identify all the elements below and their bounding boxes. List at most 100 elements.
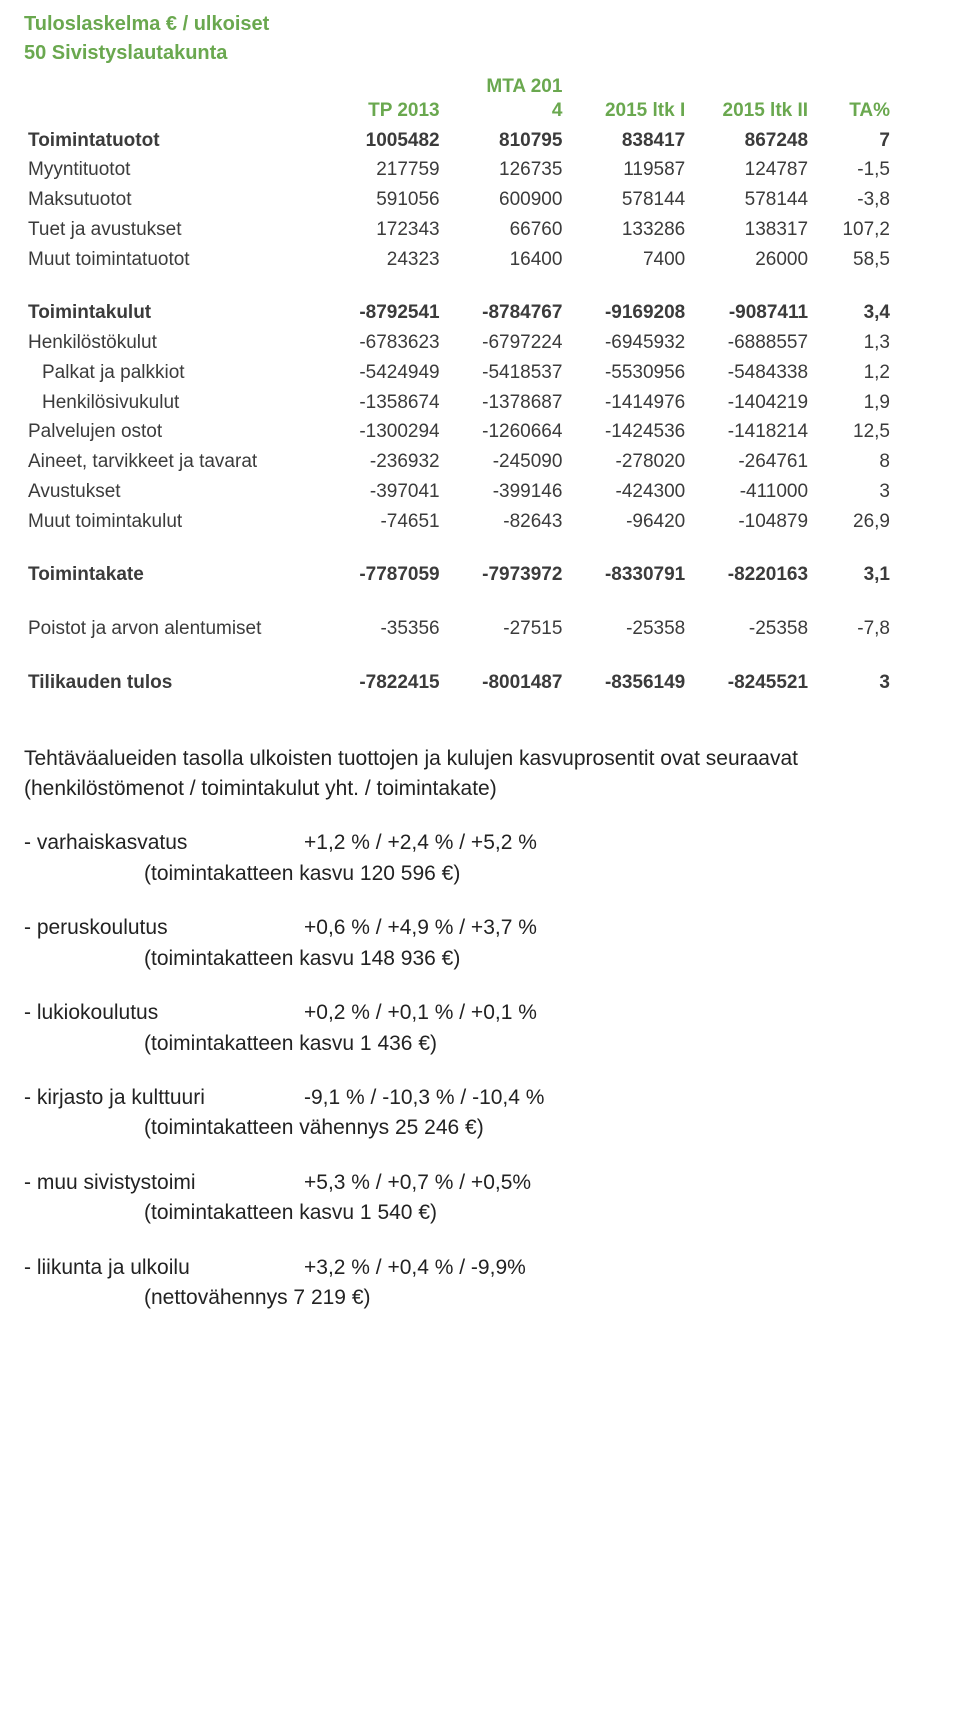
cell-value: -96420 — [566, 507, 689, 537]
cell-value: 217759 — [321, 155, 444, 185]
cell-value: -1358674 — [321, 388, 444, 418]
cell-value: 591056 — [321, 185, 444, 215]
cell-value: -7822415 — [321, 668, 444, 698]
cell-value: 26,9 — [812, 507, 894, 537]
cell-value: -6797224 — [444, 328, 567, 358]
cell-value: -1300294 — [321, 417, 444, 447]
cell-value: 24323 — [321, 245, 444, 275]
item-percentages: -9,1 % / -10,3 % / -10,4 % — [304, 1083, 544, 1113]
cell-value: -5530956 — [566, 358, 689, 388]
cell-value: -264761 — [689, 447, 812, 477]
cell-value: -35356 — [321, 614, 444, 644]
cell-value: 600900 — [444, 185, 567, 215]
item-name: - varhaiskasvatus — [24, 828, 304, 858]
row-label: Tilikauden tulos — [24, 668, 321, 698]
cell-value: -8001487 — [444, 668, 567, 698]
table-row: Maksutuotot591056600900578144578144-3,8 — [24, 185, 894, 215]
table-row: Avustukset-397041-399146-424300-4110003 — [24, 477, 894, 507]
cell-value: 7 — [812, 126, 894, 156]
item-note: (toimintakatteen kasvu 1 436 €) — [24, 1029, 934, 1059]
prose-item: - peruskoulutus+0,6 % / +4,9 % / +3,7 %(… — [24, 913, 934, 974]
table-row: Toimintakulut-8792541-8784767-9169208-90… — [24, 298, 894, 328]
cell-value: -5418537 — [444, 358, 567, 388]
item-note: (toimintakatteen kasvu 148 936 €) — [24, 944, 934, 974]
cell-value: 7400 — [566, 245, 689, 275]
prose-section: Tehtäväalueiden tasolla ulkoisten tuotto… — [24, 744, 934, 1314]
row-label: Toimintatuotot — [24, 126, 321, 156]
table-row: Henkilöstökulut-6783623-6797224-6945932-… — [24, 328, 894, 358]
cell-value: -8330791 — [566, 560, 689, 590]
cell-value: -278020 — [566, 447, 689, 477]
row-label: Poistot ja arvon alentumiset — [24, 614, 321, 644]
row-label: Aineet, tarvikkeet ja tavarat — [24, 447, 321, 477]
item-name: - peruskoulutus — [24, 913, 304, 943]
prose-item: - muu sivistystoimi+5,3 % / +0,7 % / +0,… — [24, 1168, 934, 1229]
report-title-1: Tuloslaskelma € / ulkoiset — [24, 12, 960, 37]
cell-value: 578144 — [689, 185, 812, 215]
cell-value: 867248 — [689, 126, 812, 156]
cell-value: -424300 — [566, 477, 689, 507]
item-name: - liikunta ja ulkoilu — [24, 1253, 304, 1283]
report-title-2: 50 Sivistyslautakunta — [24, 41, 960, 66]
row-label: Maksutuotot — [24, 185, 321, 215]
cell-value: -1414976 — [566, 388, 689, 418]
cell-value: -5424949 — [321, 358, 444, 388]
row-label: Henkilöstökulut — [24, 328, 321, 358]
cell-value: -8220163 — [689, 560, 812, 590]
cell-value: -5484338 — [689, 358, 812, 388]
item-percentages: +5,3 % / +0,7 % / +0,5% — [304, 1168, 531, 1198]
table-row: Muut toimintakulut-74651-82643-96420-104… — [24, 507, 894, 537]
cell-value: -6888557 — [689, 328, 812, 358]
cell-value: 1005482 — [321, 126, 444, 156]
item-note: (toimintakatteen kasvu 120 596 €) — [24, 859, 934, 889]
col-2015-ltk1: 2015 ltk I — [566, 72, 689, 126]
cell-value: -1418214 — [689, 417, 812, 447]
prose-item: - varhaiskasvatus+1,2 % / +2,4 % / +5,2 … — [24, 828, 934, 889]
cell-value: -8245521 — [689, 668, 812, 698]
prose-item: - kirjasto ja kulttuuri-9,1 % / -10,3 % … — [24, 1083, 934, 1144]
cell-value: -82643 — [444, 507, 567, 537]
cell-value: 107,2 — [812, 215, 894, 245]
cell-value: 66760 — [444, 215, 567, 245]
cell-value: 838417 — [566, 126, 689, 156]
table-row: Palkat ja palkkiot-5424949-5418537-55309… — [24, 358, 894, 388]
cell-value: 172343 — [321, 215, 444, 245]
table-row: Myyntituotot217759126735119587124787-1,5 — [24, 155, 894, 185]
cell-value: 3 — [812, 668, 894, 698]
cell-value: -74651 — [321, 507, 444, 537]
cell-value: -397041 — [321, 477, 444, 507]
col-empty — [24, 72, 321, 126]
row-label: Henkilösivukulut — [24, 388, 321, 418]
col-2015-ltk2: 2015 ltk II — [689, 72, 812, 126]
cell-value: 3,4 — [812, 298, 894, 328]
row-label: Palkat ja palkkiot — [24, 358, 321, 388]
cell-value: 3 — [812, 477, 894, 507]
row-label: Muut toimintakulut — [24, 507, 321, 537]
item-name: - kirjasto ja kulttuuri — [24, 1083, 304, 1113]
col-ta-pct: TA% — [812, 72, 894, 126]
table-row — [24, 590, 894, 614]
cell-value: -9169208 — [566, 298, 689, 328]
item-name: - lukiokoulutus — [24, 998, 304, 1028]
row-label: Myyntituotot — [24, 155, 321, 185]
item-note: (toimintakatteen vähennys 25 246 €) — [24, 1113, 934, 1143]
cell-value: 810795 — [444, 126, 567, 156]
cell-value: -8356149 — [566, 668, 689, 698]
cell-value: 16400 — [444, 245, 567, 275]
table-row: Aineet, tarvikkeet ja tavarat-236932-245… — [24, 447, 894, 477]
table-row — [24, 644, 894, 668]
col-tp2013: TP 2013 — [321, 72, 444, 126]
cell-value: -1424536 — [566, 417, 689, 447]
row-label: Toimintakulut — [24, 298, 321, 328]
cell-value: 8 — [812, 447, 894, 477]
table-row: Toimintatuotot10054828107958384178672487 — [24, 126, 894, 156]
cell-value: -245090 — [444, 447, 567, 477]
table-row: Muut toimintatuotot243231640074002600058… — [24, 245, 894, 275]
cell-value: 3,1 — [812, 560, 894, 590]
cell-value: 126735 — [444, 155, 567, 185]
table-row: Tilikauden tulos-7822415-8001487-8356149… — [24, 668, 894, 698]
cell-value: -6945932 — [566, 328, 689, 358]
cell-value: -1260664 — [444, 417, 567, 447]
cell-value: -1404219 — [689, 388, 812, 418]
cell-value: -104879 — [689, 507, 812, 537]
